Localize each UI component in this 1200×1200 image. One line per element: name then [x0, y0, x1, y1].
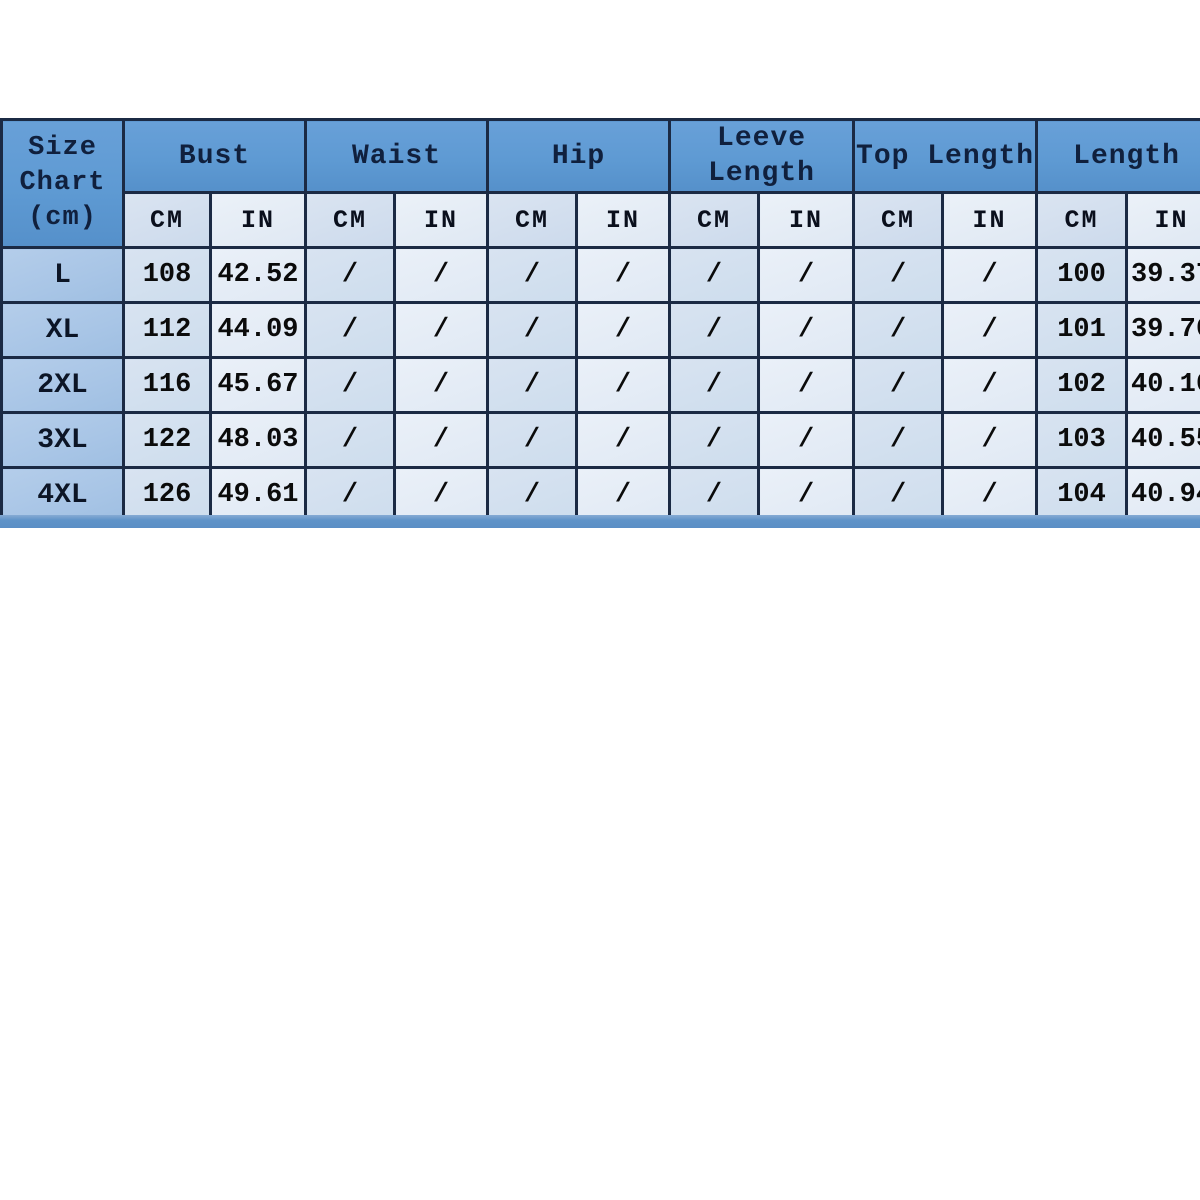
unit-bust-cm: CM — [122, 191, 212, 249]
size-chart-region: Size Chart (cm) Bust Waist Hip Leeve Len… — [0, 118, 1200, 518]
cell: 116 — [122, 356, 212, 414]
cell: / — [392, 411, 490, 469]
cell: / — [757, 411, 856, 469]
size-label: 2XL — [0, 356, 125, 414]
header-waist: Waist — [303, 118, 490, 194]
cell: 112 — [122, 301, 212, 359]
cell: / — [757, 246, 856, 304]
unit-waist-cm: CM — [304, 191, 396, 249]
cell: / — [852, 246, 945, 304]
cell: / — [668, 356, 761, 414]
cell: / — [852, 356, 945, 414]
cell: 49.61 — [209, 466, 307, 518]
cell: / — [852, 466, 945, 518]
cell: / — [941, 356, 1039, 414]
cell: / — [668, 466, 761, 518]
cell: / — [668, 411, 761, 469]
cell: 126 — [122, 466, 212, 518]
cell: / — [486, 411, 579, 469]
cell: / — [304, 411, 396, 469]
cell: 45.67 — [209, 356, 307, 414]
table-row: 4XL 126 49.61 / / / / / / / / 104 40.94 — [0, 466, 1200, 518]
unit-top-cm: CM — [852, 191, 945, 249]
cell: / — [392, 246, 490, 304]
cell: / — [941, 466, 1039, 518]
size-label: XL — [0, 301, 125, 359]
cell: / — [392, 466, 490, 518]
cell: 101 — [1035, 301, 1129, 359]
unit-waist-in: IN — [392, 191, 490, 249]
cell: / — [392, 356, 490, 414]
cell: 44.09 — [209, 301, 307, 359]
cell: 104 — [1035, 466, 1129, 518]
cell: / — [668, 301, 761, 359]
cell: / — [852, 411, 945, 469]
cell: 102 — [1035, 356, 1129, 414]
cell: / — [486, 356, 579, 414]
cell: / — [852, 301, 945, 359]
cell: / — [941, 411, 1039, 469]
table-row: XL 112 44.09 / / / / / / / / 101 39.76 — [0, 301, 1200, 359]
cell: 103 — [1035, 411, 1129, 469]
cell: 100 — [1035, 246, 1129, 304]
cell: 122 — [122, 411, 212, 469]
table-row: 2XL 116 45.67 / / / / / / / / 102 40.16 — [0, 356, 1200, 414]
cell: 108 — [122, 246, 212, 304]
cell: / — [304, 356, 396, 414]
cell: / — [304, 246, 396, 304]
cell: / — [304, 466, 396, 518]
cell: / — [392, 301, 490, 359]
cell: / — [575, 466, 672, 518]
size-chart-table: Size Chart (cm) Bust Waist Hip Leeve Len… — [0, 118, 1200, 518]
unit-leeve-in: IN — [757, 191, 856, 249]
cell: / — [757, 466, 856, 518]
cell: / — [941, 301, 1039, 359]
cell: / — [575, 411, 672, 469]
header-top-length: Top Length — [852, 118, 1039, 194]
cell: / — [575, 301, 672, 359]
cell: 42.52 — [209, 246, 307, 304]
cell: / — [486, 466, 579, 518]
size-label: 3XL — [0, 411, 125, 469]
header-bust: Bust — [122, 118, 307, 194]
header-unit-row: CM IN CM IN CM IN CM IN CM IN CM IN — [2, 191, 1200, 249]
cell: 48.03 — [209, 411, 307, 469]
size-label: 4XL — [0, 466, 125, 518]
cell: / — [486, 246, 579, 304]
cell: / — [575, 246, 672, 304]
unit-length-cm: CM — [1035, 191, 1129, 249]
table-row: 3XL 122 48.03 / / / / / / / / 103 40.55 — [0, 411, 1200, 469]
cell: 40.55 — [1125, 411, 1200, 469]
header-hip: Hip — [486, 118, 672, 194]
header-length: Length — [1035, 118, 1200, 194]
unit-leeve-cm: CM — [668, 191, 761, 249]
unit-top-in: IN — [941, 191, 1039, 249]
cell: / — [757, 356, 856, 414]
cell: / — [941, 246, 1039, 304]
cell: / — [757, 301, 856, 359]
cell: 39.37 — [1125, 246, 1200, 304]
cell: / — [575, 356, 672, 414]
header-leeve-length: Leeve Length — [668, 118, 856, 194]
size-label: L — [0, 246, 125, 304]
bottom-accent-bar — [0, 515, 1200, 528]
unit-length-in: IN — [1125, 191, 1200, 249]
header-group-row: Size Chart (cm) Bust Waist Hip Leeve Len… — [0, 118, 1200, 249]
cell: / — [304, 301, 396, 359]
cell: 40.94 — [1125, 466, 1200, 518]
cell: / — [486, 301, 579, 359]
unit-bust-in: IN — [209, 191, 307, 249]
cell: 40.16 — [1125, 356, 1200, 414]
cell: / — [668, 246, 761, 304]
unit-hip-in: IN — [575, 191, 672, 249]
cell: 39.76 — [1125, 301, 1200, 359]
unit-hip-cm: CM — [486, 191, 579, 249]
corner-title-cell: Size Chart (cm) — [0, 118, 125, 249]
table-row: L 108 42.52 / / / / / / / / 100 39.37 — [0, 246, 1200, 304]
